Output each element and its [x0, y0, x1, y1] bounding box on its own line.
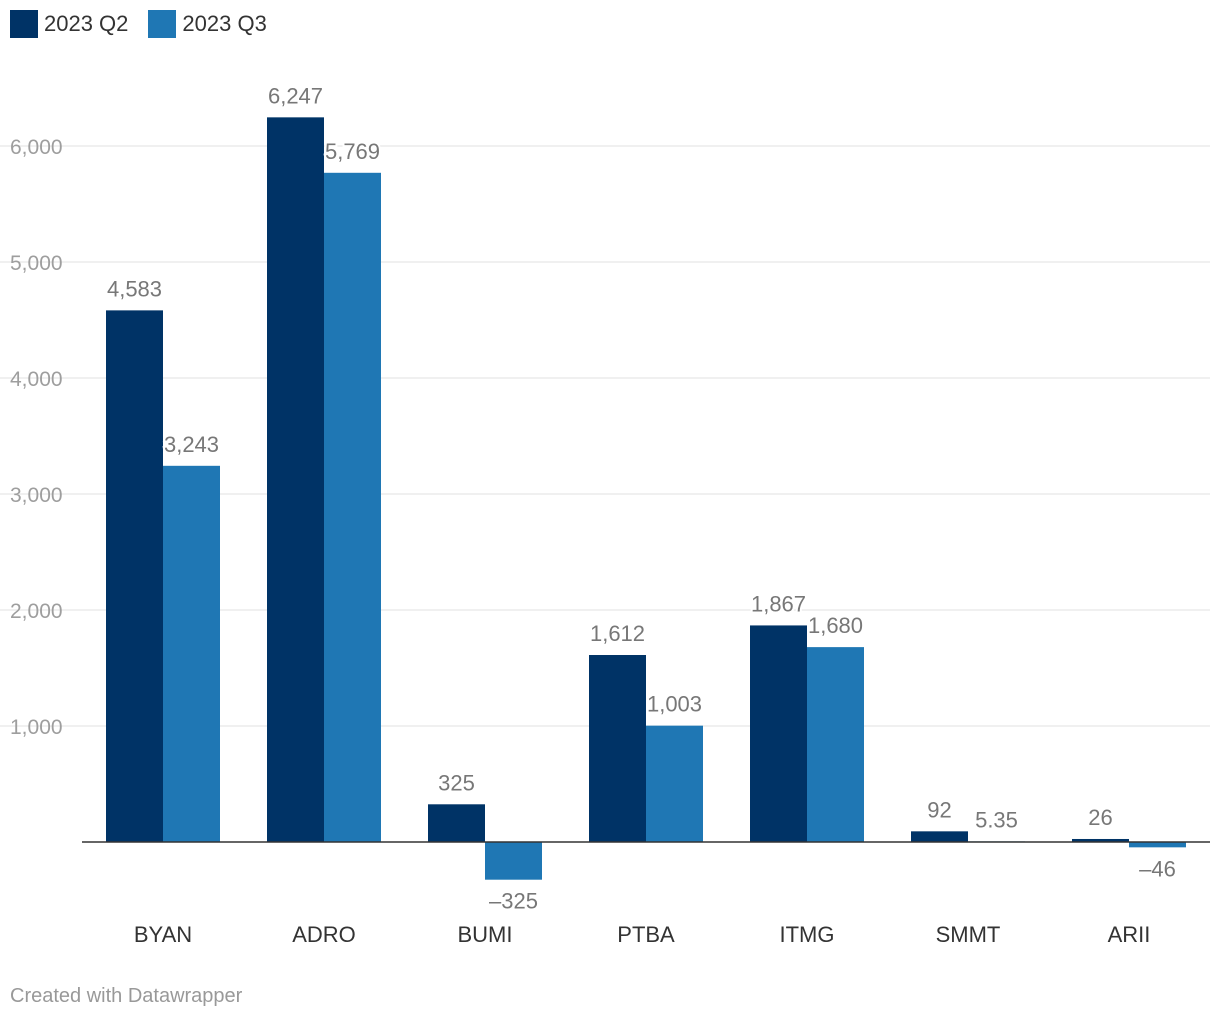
data-label: 1,680	[808, 613, 863, 638]
x-tick-label: SMMT	[936, 922, 1001, 947]
bar-ptba-series-1	[589, 655, 646, 842]
x-tick-label: ARII	[1108, 922, 1151, 947]
legend-swatch-2023-q3	[148, 10, 177, 38]
bar-ptba-series-2	[646, 725, 703, 842]
data-label: 3,243	[164, 432, 219, 457]
data-label: –46	[1139, 856, 1176, 881]
x-tick-label: PTBA	[617, 922, 675, 947]
x-tick-label: BYAN	[134, 922, 192, 947]
legend-item-2023-q2: 2023 Q2	[10, 10, 128, 38]
y-tick-label: 2,000	[10, 600, 63, 623]
y-tick-label: 1,000	[10, 716, 63, 739]
bar-arii-series-1	[1072, 838, 1129, 842]
x-tick-label: ADRO	[292, 922, 356, 947]
bar-arii-series-2	[1129, 842, 1186, 848]
footer-credit: Created with Datawrapper	[10, 985, 243, 1007]
bar-bumi-series-1	[428, 804, 485, 842]
y-tick-label: 5,000	[10, 252, 63, 275]
legend-item-2023-q3: 2023 Q3	[148, 10, 267, 38]
data-label: 6,247	[268, 83, 323, 108]
bar-byan-series-2	[163, 465, 220, 842]
data-label: 5.35	[975, 807, 1018, 832]
data-label: 1,612	[590, 621, 645, 646]
y-tick-label: 3,000	[10, 484, 63, 507]
bar-chart: 1,000 2,000 3,000 4,000 5,000 6,000 4,583 3,243…	[0, 81, 1210, 947]
legend: 2023 Q2 2023 Q3	[10, 10, 267, 38]
data-label: –325	[489, 889, 538, 914]
bar-bumi-series-2	[485, 842, 542, 880]
bar-adro-series-1	[267, 117, 324, 842]
x-tick-label: ITMG	[780, 922, 835, 947]
data-label: 325	[438, 770, 475, 795]
bar-itmg-series-1	[750, 625, 807, 842]
data-label: 4,583	[107, 276, 162, 301]
y-tick-label: 4,000	[10, 368, 63, 391]
data-label: 92	[927, 797, 951, 822]
bar-itmg-series-2	[807, 647, 864, 842]
bar-smmt-series-1	[911, 831, 968, 842]
data-label: 5,769	[325, 139, 380, 164]
legend-label-2023-q2: 2023 Q2	[44, 11, 129, 36]
data-label: 1,003	[647, 692, 702, 717]
legend-label-2023-q3: 2023 Q3	[182, 11, 267, 36]
bar-adro-series-2	[324, 172, 381, 842]
y-tick-label: 6,000	[10, 136, 63, 159]
data-label: 26	[1088, 805, 1112, 830]
x-tick-label: BUMI	[458, 922, 513, 947]
bar-byan-series-1	[106, 310, 163, 842]
legend-swatch-2023-q2	[10, 10, 38, 38]
data-label: 1,867	[751, 591, 806, 616]
